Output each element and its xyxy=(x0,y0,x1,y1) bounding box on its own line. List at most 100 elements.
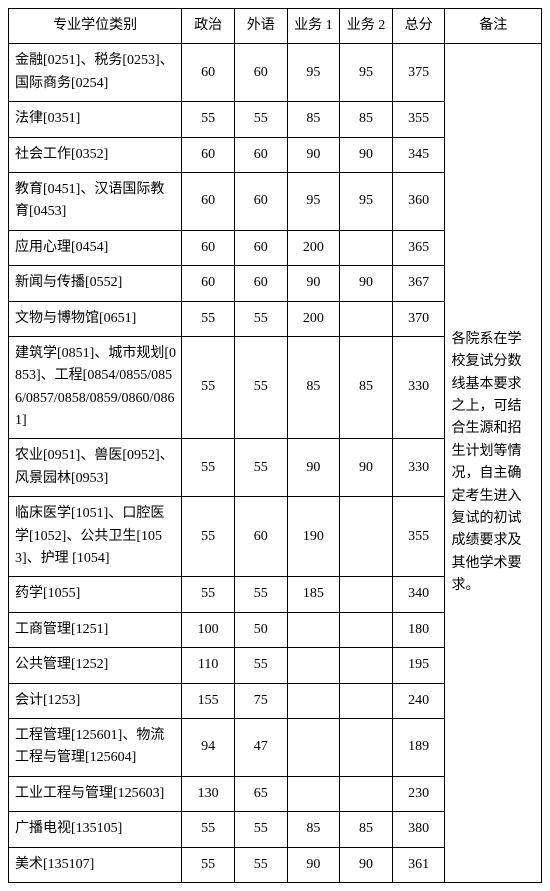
cell-p: 55 xyxy=(182,847,235,882)
cell-b2: 90 xyxy=(340,266,393,301)
table-row: 金融[0251]、税务[0253]、国际商务[0254]60609595375各… xyxy=(9,44,542,102)
cell-t: 355 xyxy=(392,497,445,577)
cell-b1: 190 xyxy=(287,497,340,577)
cell-t: 360 xyxy=(392,172,445,230)
cell-category: 社会工作[0352] xyxy=(9,137,182,172)
cell-category: 应用心理[0454] xyxy=(9,230,182,265)
header-category: 专业学位类别 xyxy=(9,9,182,44)
cell-f: 55 xyxy=(234,812,287,847)
cell-f: 55 xyxy=(234,301,287,336)
cell-remark: 各院系在学校复试分数线基本要求之上，可结合生源和招生计划等情况，自主确定考生进入… xyxy=(445,44,542,883)
cell-p: 100 xyxy=(182,612,235,647)
cell-category: 广播电视[135105] xyxy=(9,812,182,847)
cell-p: 55 xyxy=(182,301,235,336)
cell-b2 xyxy=(340,612,393,647)
cell-b1: 85 xyxy=(287,336,340,439)
score-table: 专业学位类别 政治 外语 业务 1 业务 2 总分 备注 金融[0251]、税务… xyxy=(8,8,542,883)
cell-f: 55 xyxy=(234,847,287,882)
cell-f: 55 xyxy=(234,648,287,683)
cell-t: 340 xyxy=(392,577,445,612)
cell-t: 330 xyxy=(392,336,445,439)
header-foreign: 外语 xyxy=(234,9,287,44)
header-politics: 政治 xyxy=(182,9,235,44)
cell-category: 美术[135107] xyxy=(9,847,182,882)
header-remark: 备注 xyxy=(445,9,542,44)
cell-b1: 95 xyxy=(287,44,340,102)
cell-p: 60 xyxy=(182,230,235,265)
cell-b2 xyxy=(340,230,393,265)
cell-category: 临床医学[1051]、口腔医学[1052]、公共卫生[1053]、护理 [105… xyxy=(9,497,182,577)
cell-p: 110 xyxy=(182,648,235,683)
cell-category: 工程管理[125601]、物流工程与管理[125604] xyxy=(9,718,182,776)
cell-f: 60 xyxy=(234,172,287,230)
cell-b2: 85 xyxy=(340,336,393,439)
cell-category: 文物与博物馆[0651] xyxy=(9,301,182,336)
cell-category: 工商管理[1251] xyxy=(9,612,182,647)
cell-category: 工业工程与管理[125603] xyxy=(9,776,182,811)
cell-b1: 95 xyxy=(287,172,340,230)
cell-f: 60 xyxy=(234,266,287,301)
cell-f: 60 xyxy=(234,230,287,265)
cell-category: 药学[1055] xyxy=(9,577,182,612)
cell-p: 94 xyxy=(182,718,235,776)
cell-t: 361 xyxy=(392,847,445,882)
cell-p: 155 xyxy=(182,683,235,718)
cell-p: 55 xyxy=(182,812,235,847)
cell-f: 65 xyxy=(234,776,287,811)
cell-p: 55 xyxy=(182,577,235,612)
cell-b2: 90 xyxy=(340,847,393,882)
header-total: 总分 xyxy=(392,9,445,44)
cell-p: 60 xyxy=(182,44,235,102)
cell-t: 240 xyxy=(392,683,445,718)
cell-category: 建筑学[0851]、城市规划[0853]、工程[0854/0855/0856/0… xyxy=(9,336,182,439)
cell-b1: 90 xyxy=(287,137,340,172)
cell-b2 xyxy=(340,577,393,612)
cell-b1: 185 xyxy=(287,577,340,612)
cell-b1: 90 xyxy=(287,847,340,882)
header-subject2: 业务 2 xyxy=(340,9,393,44)
cell-p: 55 xyxy=(182,102,235,137)
cell-b1: 200 xyxy=(287,230,340,265)
cell-category: 金融[0251]、税务[0253]、国际商务[0254] xyxy=(9,44,182,102)
cell-b1 xyxy=(287,612,340,647)
cell-t: 180 xyxy=(392,612,445,647)
cell-t: 375 xyxy=(392,44,445,102)
cell-category: 会计[1253] xyxy=(9,683,182,718)
cell-p: 60 xyxy=(182,137,235,172)
cell-f: 50 xyxy=(234,612,287,647)
cell-b2 xyxy=(340,648,393,683)
cell-b1 xyxy=(287,683,340,718)
header-row: 专业学位类别 政治 外语 业务 1 业务 2 总分 备注 xyxy=(9,9,542,44)
cell-f: 60 xyxy=(234,137,287,172)
cell-b1: 90 xyxy=(287,439,340,497)
header-subject1: 业务 1 xyxy=(287,9,340,44)
cell-t: 365 xyxy=(392,230,445,265)
cell-b1 xyxy=(287,648,340,683)
cell-b2 xyxy=(340,301,393,336)
cell-b2: 95 xyxy=(340,172,393,230)
cell-t: 345 xyxy=(392,137,445,172)
cell-p: 55 xyxy=(182,439,235,497)
cell-b1: 90 xyxy=(287,266,340,301)
cell-b1 xyxy=(287,718,340,776)
cell-f: 55 xyxy=(234,102,287,137)
cell-t: 355 xyxy=(392,102,445,137)
cell-b2 xyxy=(340,497,393,577)
cell-b2: 95 xyxy=(340,44,393,102)
cell-p: 130 xyxy=(182,776,235,811)
cell-b2: 90 xyxy=(340,439,393,497)
cell-b2: 85 xyxy=(340,102,393,137)
cell-b2: 90 xyxy=(340,137,393,172)
cell-f: 75 xyxy=(234,683,287,718)
cell-p: 55 xyxy=(182,497,235,577)
cell-b2 xyxy=(340,718,393,776)
cell-category: 新闻与传播[0552] xyxy=(9,266,182,301)
cell-b2 xyxy=(340,776,393,811)
cell-t: 330 xyxy=(392,439,445,497)
cell-b2: 85 xyxy=(340,812,393,847)
cell-t: 367 xyxy=(392,266,445,301)
cell-f: 55 xyxy=(234,439,287,497)
cell-p: 55 xyxy=(182,336,235,439)
cell-b1: 85 xyxy=(287,102,340,137)
cell-t: 195 xyxy=(392,648,445,683)
